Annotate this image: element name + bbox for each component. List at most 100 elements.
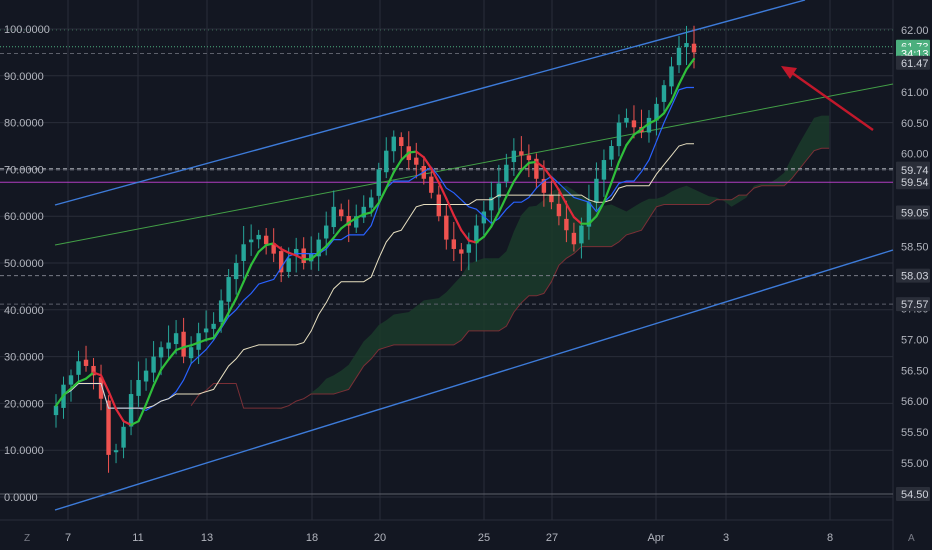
left-tick-label: 80.0000 bbox=[4, 118, 44, 130]
left-tick-label: 50.0000 bbox=[4, 258, 44, 270]
trend-segment bbox=[250, 250, 260, 266]
indicator-lines bbox=[54, 57, 696, 427]
candle-body bbox=[346, 215, 351, 226]
trend-segment bbox=[640, 122, 651, 131]
candle-body bbox=[376, 169, 381, 196]
trend-segment bbox=[355, 213, 365, 220]
candle-body bbox=[564, 218, 569, 231]
trend-segment bbox=[467, 239, 478, 244]
candle-body bbox=[511, 150, 517, 163]
time-axis[interactable]: 7 11 13 18 20 25 27 Apr 3 8 Z A bbox=[24, 532, 915, 544]
trend-segment bbox=[625, 133, 636, 147]
price-tag bbox=[896, 55, 930, 70]
trend-segment bbox=[655, 112, 666, 121]
candle-body bbox=[331, 206, 336, 228]
price-tag-label: 59.05 bbox=[901, 208, 929, 220]
candle-body bbox=[436, 194, 441, 217]
candle-body bbox=[646, 117, 652, 133]
trend-segment bbox=[92, 371, 103, 377]
candle-body bbox=[549, 194, 554, 203]
candle-body bbox=[684, 43, 689, 48]
trend-segment bbox=[385, 171, 395, 190]
right-tick-label: 56.00 bbox=[901, 396, 929, 408]
trend-segment bbox=[422, 156, 433, 170]
candle-body bbox=[444, 215, 449, 240]
right-tick-label: 62.00 bbox=[901, 25, 929, 37]
trend-segment bbox=[460, 229, 470, 242]
left-tick-label: 90.0000 bbox=[4, 71, 44, 83]
trend-segment bbox=[565, 202, 576, 219]
price-tag bbox=[896, 297, 930, 312]
price-tag-label: 59.54 bbox=[901, 177, 929, 189]
trend-segment bbox=[550, 176, 560, 192]
time-tick-label: 13 bbox=[201, 532, 213, 544]
cloud-area bbox=[191, 115, 830, 410]
channel-mid-line bbox=[54, 83, 894, 246]
annotations bbox=[781, 66, 874, 131]
trend-segment bbox=[84, 371, 95, 380]
candle-body bbox=[263, 235, 269, 245]
candle-body bbox=[158, 347, 164, 358]
price-tag-label: 61.47 bbox=[901, 58, 929, 70]
candle-body bbox=[278, 251, 284, 273]
candle-body bbox=[256, 234, 261, 240]
candle-body bbox=[218, 300, 224, 322]
trend-segment bbox=[685, 57, 696, 71]
trend-segment bbox=[235, 280, 245, 300]
price-tag bbox=[896, 162, 930, 177]
grid bbox=[0, 0, 894, 550]
trend-segment bbox=[62, 387, 73, 397]
trend-segment bbox=[557, 188, 568, 206]
trend-segment bbox=[340, 221, 350, 230]
right-axis[interactable]: 62.0061.5061.0060.5060.0059.5059.0058.50… bbox=[896, 25, 930, 501]
candle-body bbox=[339, 209, 344, 217]
trend-segment bbox=[647, 118, 658, 125]
arrow-head bbox=[781, 66, 797, 79]
candle-body bbox=[669, 66, 674, 87]
candle-body bbox=[631, 120, 637, 128]
trend-segment bbox=[415, 150, 425, 159]
trend-segment bbox=[475, 235, 485, 244]
trend-segment bbox=[159, 358, 170, 371]
trend-segment bbox=[332, 227, 343, 239]
candle-body bbox=[556, 203, 562, 217]
candle-body bbox=[271, 243, 276, 254]
candle-body bbox=[676, 47, 682, 66]
trend-segment bbox=[407, 150, 418, 154]
candle-body bbox=[136, 380, 141, 396]
candle-body bbox=[301, 248, 306, 263]
trend-segment bbox=[512, 169, 523, 183]
trend-segment bbox=[677, 68, 688, 86]
candle-body bbox=[459, 249, 464, 254]
right-tick-label: 58.50 bbox=[901, 242, 929, 254]
price-tag bbox=[896, 205, 930, 220]
candle-body bbox=[68, 375, 74, 385]
left-tick-label: 10.0000 bbox=[4, 445, 44, 457]
trend-segment bbox=[595, 201, 606, 218]
trend-segment bbox=[497, 195, 508, 214]
trend-segment bbox=[325, 236, 335, 248]
trend-segment bbox=[114, 407, 125, 423]
trend-segment bbox=[107, 390, 118, 411]
trend-segment bbox=[482, 225, 493, 238]
right-tick-label: 55.50 bbox=[901, 427, 929, 439]
left-tick-label: 0.0000 bbox=[4, 492, 38, 504]
candles bbox=[53, 25, 697, 473]
price-tag-label: 59.74 bbox=[901, 165, 929, 177]
candle-body bbox=[661, 85, 667, 102]
right-tick-label: 56.50 bbox=[901, 365, 929, 377]
candle-body bbox=[166, 342, 171, 349]
trend-segment bbox=[227, 297, 238, 314]
candle-body bbox=[526, 155, 532, 161]
corner-label-left: Z bbox=[24, 533, 30, 544]
trend-segment bbox=[617, 143, 628, 164]
trend-segment bbox=[602, 181, 613, 204]
candle-body bbox=[309, 253, 314, 262]
channel-lower-line bbox=[54, 249, 894, 511]
trend-segment bbox=[280, 247, 290, 254]
trend-segment bbox=[205, 336, 215, 341]
time-tick-label: 7 bbox=[65, 532, 71, 544]
trend-segment bbox=[632, 128, 643, 136]
trend-segment bbox=[174, 346, 185, 352]
